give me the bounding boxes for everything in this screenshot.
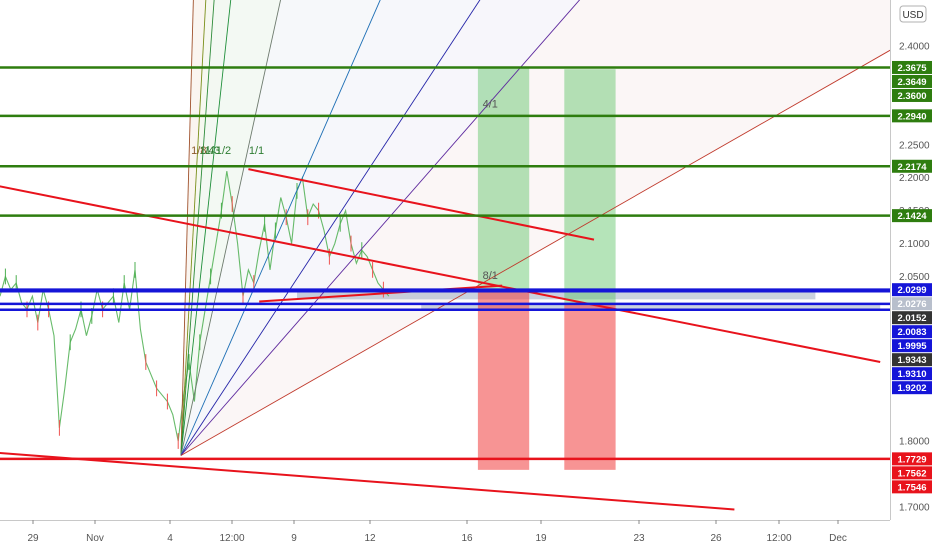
price-badge-label: 1.9310 [897,369,926,380]
time-axis[interactable] [0,520,932,550]
price-badge [892,109,932,123]
fan-label-1-4: 1/4 [199,145,214,157]
price-badge [892,325,932,339]
fan-label-4-1: 4/1 [483,99,498,111]
x-tick-label: 23 [633,533,645,544]
price-badge [892,283,932,297]
x-tick-label: 19 [535,533,547,544]
range-bands [297,291,881,310]
currency-selector[interactable]: USD [899,5,927,23]
price-badge-label: 2.1424 [897,211,927,222]
fan-label-1-3: 1/3 [205,145,220,157]
profit-zone[interactable] [477,67,530,292]
x-tick-label: Dec [829,533,847,544]
price-badge-label: 1.9343 [897,355,926,366]
price-badge-label: 2.0299 [897,285,926,296]
price-badge [892,209,932,223]
trend-line[interactable] [0,451,735,511]
price-badge [892,367,932,381]
y-tick-label: 2.2500 [899,140,930,151]
fan-line-3-1[interactable] [180,0,932,456]
price-badge [892,381,932,395]
price-badge-label: 1.9995 [897,341,927,352]
trend-line[interactable] [248,168,595,241]
fan-label-1-8: 1/8 [191,145,206,157]
currency-label: USD [902,10,923,21]
price-badge [892,159,932,173]
trend-lines[interactable] [0,168,881,511]
price-badge [892,88,932,102]
price-badge [892,60,932,74]
stop-zone[interactable] [564,303,616,470]
fan-label-8-1: 8/1 [483,270,498,282]
fan-line-4-1[interactable] [180,0,932,456]
price-line [0,171,390,449]
position-boxes[interactable] [477,67,616,470]
stop-zone[interactable] [477,291,530,470]
x-tick-label: Nov [86,533,104,544]
price-badge-label: 2.0152 [897,313,926,324]
price-badge-label: 2.2940 [897,111,926,122]
price-badge-label: 2.3675 [897,63,927,74]
y-tick-label: 2.0500 [899,272,930,283]
x-tick-label: 4 [167,533,173,544]
range-band [297,291,816,300]
price-badge [892,297,932,311]
price-series-line [0,171,390,442]
price-badge [892,452,932,466]
price-badge [892,466,932,480]
price-badge-label: 2.3649 [897,77,926,88]
gann-fan[interactable] [180,0,932,456]
price-badge [892,74,932,88]
y-tick-label: 2.2000 [899,173,930,184]
y-tick-label: 1.7000 [899,502,930,513]
range-band [421,303,881,310]
price-badge [892,353,932,367]
gann-fan-labels: 1/81/41/31/21/12/13/14/18/1 [191,99,498,282]
price-badges: 2.3675 2.3649 2.3600 2.2940 2.2174 2.1424 2.02… [892,60,932,494]
fan-line-8-1[interactable] [180,0,932,456]
fan-label-1-2: 1/2 [216,145,231,157]
x-tick-label: 12:00 [766,533,791,544]
x-tick-label: 12:00 [219,533,244,544]
y-tick-label: 2.4000 [899,42,930,53]
profit-zone[interactable] [564,69,616,304]
price-badge-label: 1.9202 [897,383,926,394]
price-badge-label: 1.7729 [897,454,926,465]
x-axis-ticks: 29 Nov 4 12:00 9 12 16 19 23 26 12:00 Dec [27,520,847,544]
y-tick-label: 1.8000 [899,437,930,448]
price-badge-label: 2.0083 [897,327,926,338]
price-badge [892,339,932,353]
trend-line[interactable] [259,284,503,303]
x-tick-label: 26 [710,533,722,544]
x-tick-label: 12 [364,533,376,544]
y-tick-label: 2.1000 [899,239,930,250]
price-badge-label: 1.7562 [897,468,926,479]
price-badge-label: 1.7546 [897,482,926,493]
fan-label-1-1: 1/1 [249,145,264,157]
price-badge [892,480,932,494]
x-tick-label: 16 [461,533,473,544]
trend-line[interactable] [0,181,881,364]
price-badge-label: 2.2174 [897,162,927,173]
price-badge [892,311,932,325]
price-badge-label: 2.3600 [897,91,926,102]
x-tick-label: 29 [27,533,39,544]
price-badge-label: 2.0276 [897,299,926,310]
horizontal-levels[interactable] [0,66,890,461]
x-tick-label: 9 [291,533,297,544]
